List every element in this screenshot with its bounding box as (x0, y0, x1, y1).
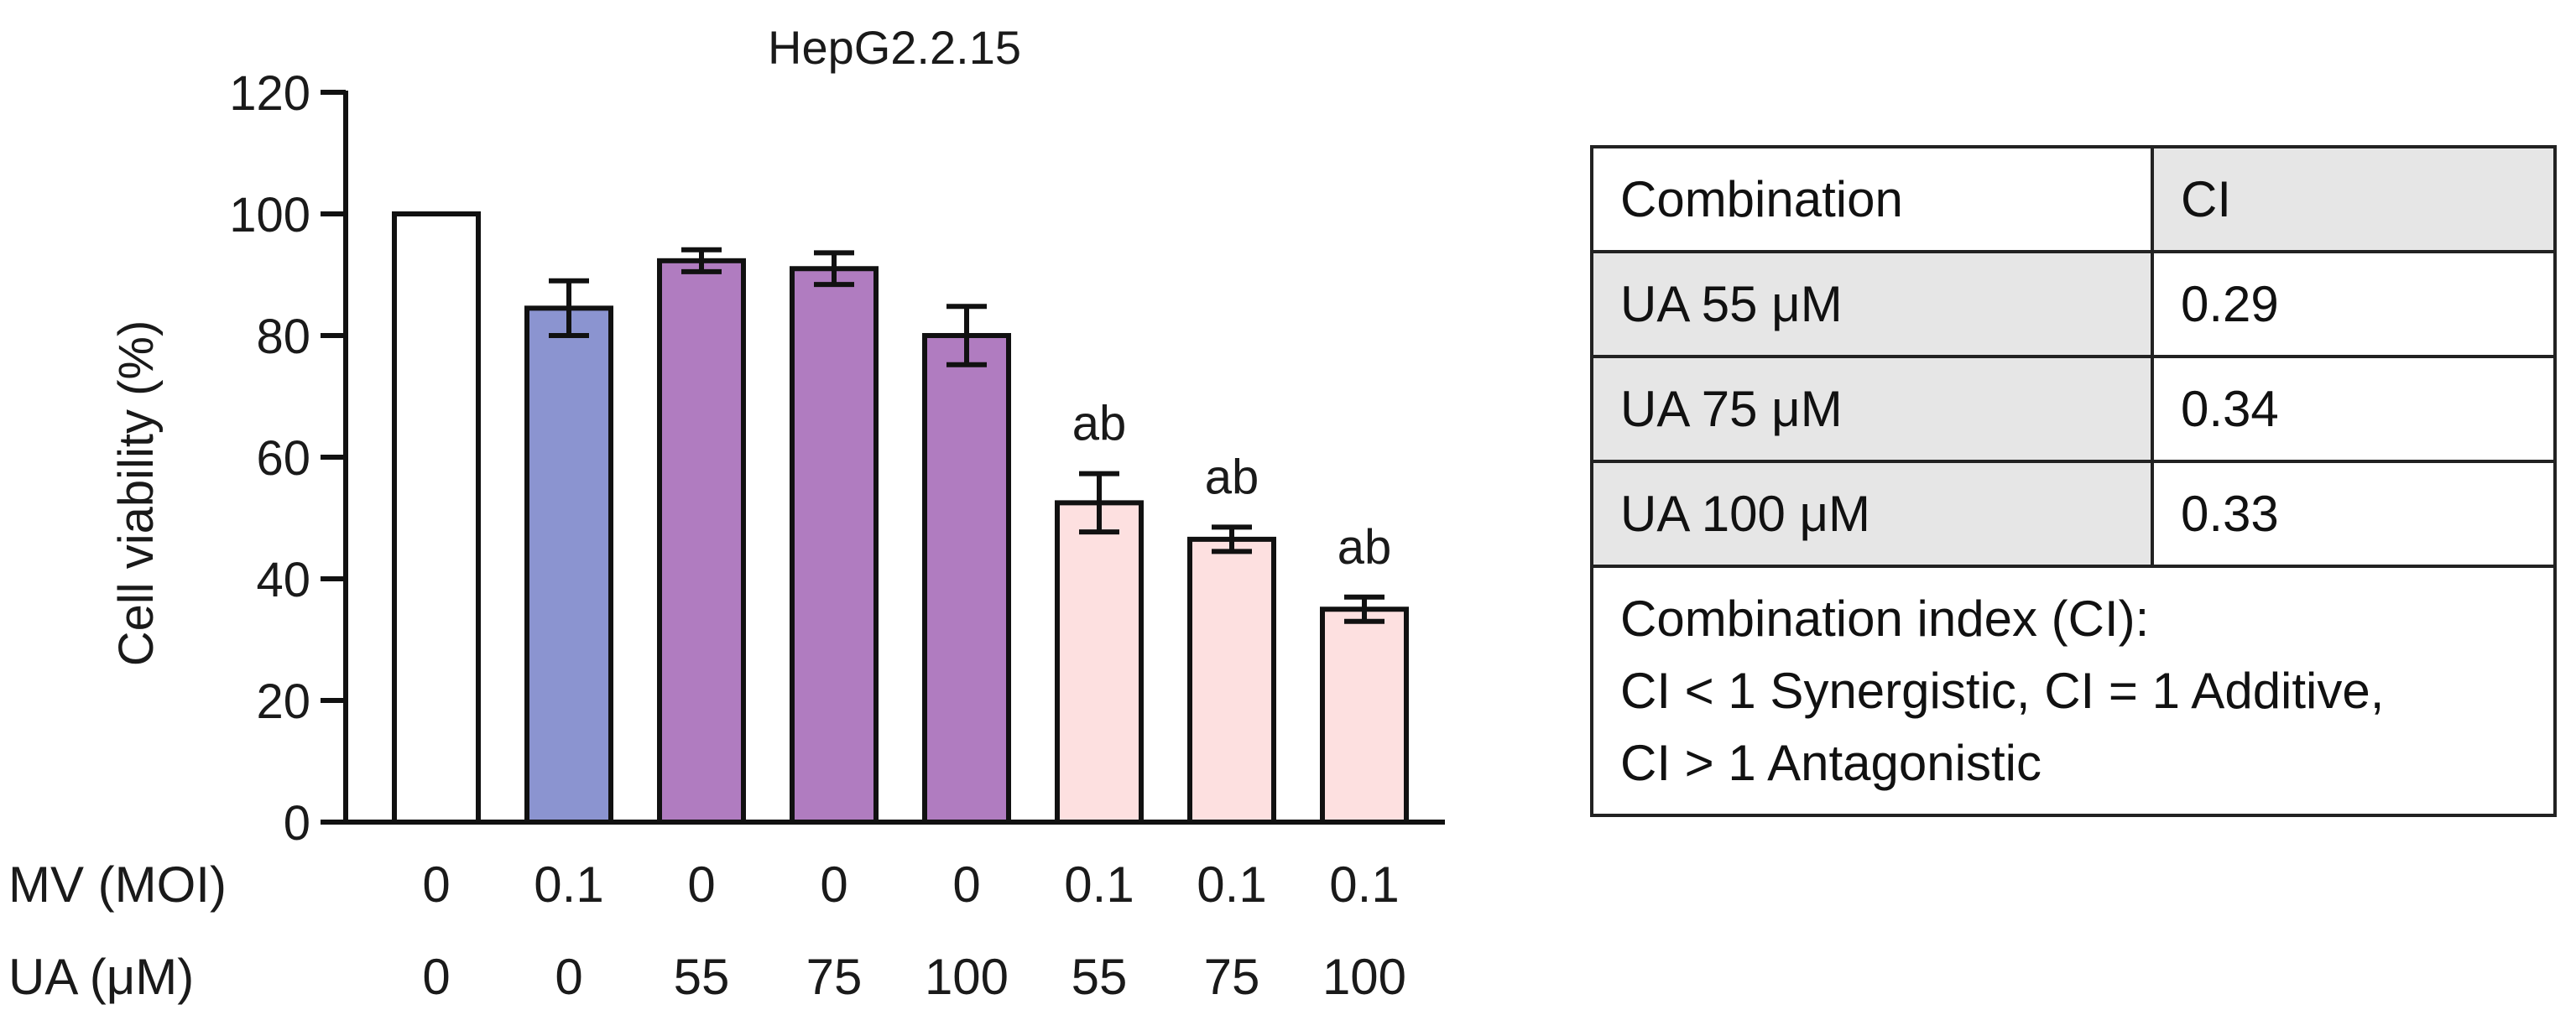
ua-tick-label: 100 (1322, 949, 1406, 1005)
significance-label: ab (1205, 450, 1259, 504)
ua-tick-label: 55 (1072, 949, 1128, 1005)
bar-chart: HepG2.2.15 Cell viability (%) 0 20 40 60 80 1… (8, 21, 1445, 1005)
ci-value-cell: 0.34 (2151, 355, 2557, 463)
y-tick-label: 120 (229, 66, 310, 121)
ci-value-cell: 0.29 (2151, 250, 2557, 358)
note-line: CI > 1 Antagonistic (1620, 734, 2042, 791)
ci-definition-note: Combination index (CI): CI < 1 Synergist… (1590, 565, 2557, 817)
y-tick-label: 60 (256, 431, 310, 486)
bar (1055, 500, 1144, 825)
ua-row-label: UA (μM) (8, 949, 194, 1005)
significance-label: ab (1338, 520, 1392, 575)
table-row: UA 100 μM 0.33 (1590, 460, 2557, 568)
ua-tick-label: 100 (925, 949, 1009, 1005)
combination-cell: UA 75 μM (1590, 355, 2154, 463)
mv-tick-label: 0 (952, 856, 980, 913)
ua-tick-label: 55 (674, 949, 730, 1005)
note-line: Combination index (CI): (1620, 590, 2150, 647)
table-row: UA 55 μM 0.29 (1590, 250, 2557, 358)
header-ci: CI (2151, 145, 2557, 253)
chart-title: HepG2.2.15 (768, 21, 1021, 74)
mv-tick-label: 0 (687, 856, 715, 913)
bar (922, 333, 1011, 825)
y-axis-label: Cell viability (%) (109, 320, 164, 667)
ci-value-cell: 0.33 (2151, 460, 2557, 568)
y-tick-label: 20 (256, 674, 310, 729)
y-tick-label: 0 (284, 796, 310, 851)
y-tick-label: 40 (256, 553, 310, 607)
table-row: UA 75 μM 0.34 (1590, 355, 2557, 463)
combination-cell: UA 55 μM (1590, 250, 2154, 358)
mv-tick-label: 0 (820, 856, 847, 913)
bar (790, 266, 879, 825)
bar (392, 211, 481, 825)
table-header-row: Combination CI (1590, 145, 2557, 253)
bar (1187, 536, 1276, 825)
bar (657, 258, 746, 825)
combination-index-table: Combination CI UA 55 μM 0.29 UA 75 μM 0.… (1590, 145, 2557, 817)
ua-tick-label: 0 (555, 949, 582, 1005)
y-tick-label: 80 (256, 310, 310, 364)
table-note-row: Combination index (CI): CI < 1 Synergist… (1590, 565, 2557, 817)
ua-tick-label: 75 (806, 949, 863, 1005)
combination-cell: UA 100 μM (1590, 460, 2154, 568)
ua-tick-label: 75 (1204, 949, 1260, 1005)
mv-row-label: MV (MOI) (8, 856, 227, 913)
note-line: CI < 1 Synergistic, CI = 1 Additive, (1620, 662, 2385, 719)
mv-tick-label: 0 (422, 856, 450, 913)
mv-tick-label: 0.1 (534, 856, 603, 913)
ua-tick-label: 0 (422, 949, 450, 1005)
significance-label: ab (1072, 397, 1127, 451)
header-combination: Combination (1590, 145, 2154, 253)
mv-tick-label: 0.1 (1064, 856, 1134, 913)
bar (524, 305, 613, 825)
mv-tick-label: 0.1 (1197, 856, 1266, 913)
bar (1320, 607, 1409, 825)
mv-tick-label: 0.1 (1329, 856, 1399, 913)
y-tick-label: 100 (229, 188, 310, 242)
